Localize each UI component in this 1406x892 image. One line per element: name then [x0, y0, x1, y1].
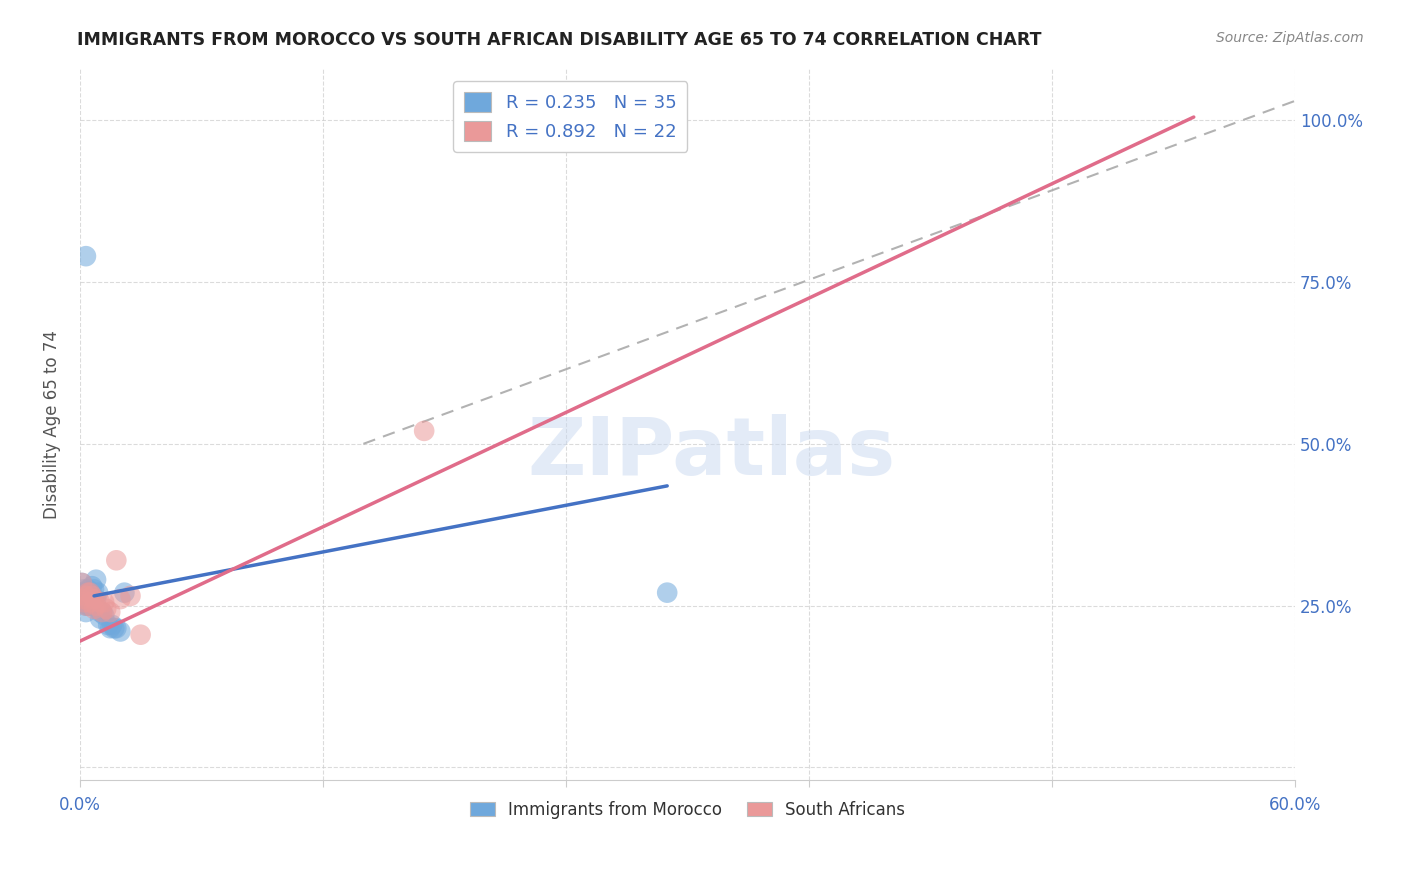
Point	[91, 605, 114, 619]
Point	[93, 608, 115, 623]
Point	[84, 573, 107, 587]
Point	[70, 592, 93, 607]
Point	[89, 611, 111, 625]
Point	[77, 589, 100, 603]
Point	[80, 592, 103, 607]
Point	[75, 605, 97, 619]
Text: Source: ZipAtlas.com: Source: ZipAtlas.com	[1216, 31, 1364, 45]
Point	[79, 589, 101, 603]
Point	[73, 595, 96, 609]
Point	[77, 582, 100, 597]
Y-axis label: Disability Age 65 to 74: Disability Age 65 to 74	[44, 330, 60, 519]
Point	[79, 585, 101, 599]
Point	[77, 585, 100, 599]
Point	[101, 618, 124, 632]
Point	[87, 585, 110, 599]
Point	[120, 589, 142, 603]
Point	[93, 595, 115, 609]
Point	[103, 621, 125, 635]
Point	[70, 576, 93, 591]
Point	[75, 589, 97, 603]
Point	[70, 576, 93, 591]
Point	[89, 595, 111, 609]
Point	[80, 579, 103, 593]
Point	[73, 595, 96, 609]
Point	[84, 592, 107, 607]
Point	[77, 599, 100, 613]
Point	[70, 585, 93, 599]
Point	[129, 628, 152, 642]
Text: IMMIGRANTS FROM MOROCCO VS SOUTH AFRICAN DISABILITY AGE 65 TO 74 CORRELATION CHA: IMMIGRANTS FROM MOROCCO VS SOUTH AFRICAN…	[77, 31, 1042, 49]
Point	[75, 592, 97, 607]
Point	[75, 599, 97, 613]
Point	[83, 582, 105, 597]
Point	[83, 602, 105, 616]
Point	[98, 621, 121, 635]
Point	[657, 585, 679, 599]
Point	[110, 592, 132, 607]
Point	[84, 599, 107, 613]
Point	[83, 592, 105, 607]
Point	[73, 582, 96, 597]
Point	[89, 605, 111, 619]
Point	[98, 605, 121, 619]
Point	[79, 585, 101, 599]
Point	[112, 585, 135, 599]
Point	[105, 621, 128, 635]
Point	[79, 595, 101, 609]
Legend: Immigrants from Morocco, South Africans: Immigrants from Morocco, South Africans	[463, 794, 912, 825]
Point	[83, 592, 105, 607]
Point	[110, 624, 132, 639]
Point	[75, 585, 97, 599]
Point	[75, 599, 97, 613]
Point	[79, 599, 101, 613]
Point	[80, 589, 103, 603]
Point	[96, 602, 118, 616]
Point	[105, 553, 128, 567]
Text: ZIPatlas: ZIPatlas	[527, 414, 896, 491]
Point	[97, 618, 120, 632]
Point	[75, 249, 97, 263]
Point	[73, 589, 96, 603]
Point	[91, 605, 114, 619]
Point	[413, 424, 436, 438]
